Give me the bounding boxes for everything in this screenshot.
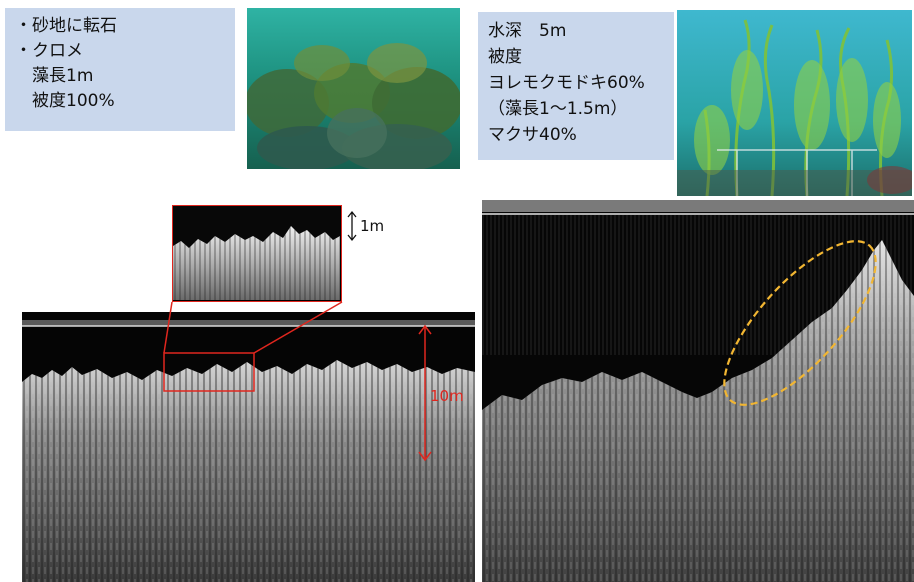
left-info-box: ・砂地に転石 ・クロメ 藻長1m 被度100%: [5, 8, 235, 131]
right-underwater-photo: [677, 10, 912, 196]
left-info-line: ・砂地に転石: [15, 16, 117, 36]
right-info-box: 水深 5m 被度 ヨレモクモドキ60% （藻長1～1.5m） マクサ40%: [478, 12, 674, 160]
scale-1m-label: 1m: [360, 217, 385, 235]
scale-1m-arrow: [347, 210, 357, 242]
left-underwater-photo: [247, 8, 460, 169]
right-info-line: 水深 5m: [488, 21, 567, 41]
scale-10m-label: 10m: [430, 387, 464, 405]
left-info-line: ・クロメ: [15, 41, 83, 61]
scale-10m-arrow: [418, 324, 432, 462]
seaweed-photo-icon: [677, 10, 912, 196]
left-echogram: [22, 312, 475, 582]
highlight-ellipse: [723, 240, 877, 406]
right-info-line: マクサ40%: [488, 125, 577, 145]
right-info-line: 被度: [488, 47, 522, 67]
left-info-line: 藻長1m: [15, 66, 94, 86]
right-info-line: （藻長1～1.5m）: [488, 99, 628, 119]
echogram-icon: [482, 200, 914, 582]
left-info-line: 被度100%: [15, 91, 115, 111]
right-echogram: [482, 200, 914, 582]
echogram-icon: [22, 312, 475, 582]
echogram-zoom-icon: [173, 206, 340, 300]
echogram-zoom-inset: [172, 205, 342, 302]
right-info-line: ヨレモクモドキ60%: [488, 73, 645, 93]
zoom-selection-box: [163, 352, 255, 392]
kelp-photo-icon: [247, 8, 460, 169]
